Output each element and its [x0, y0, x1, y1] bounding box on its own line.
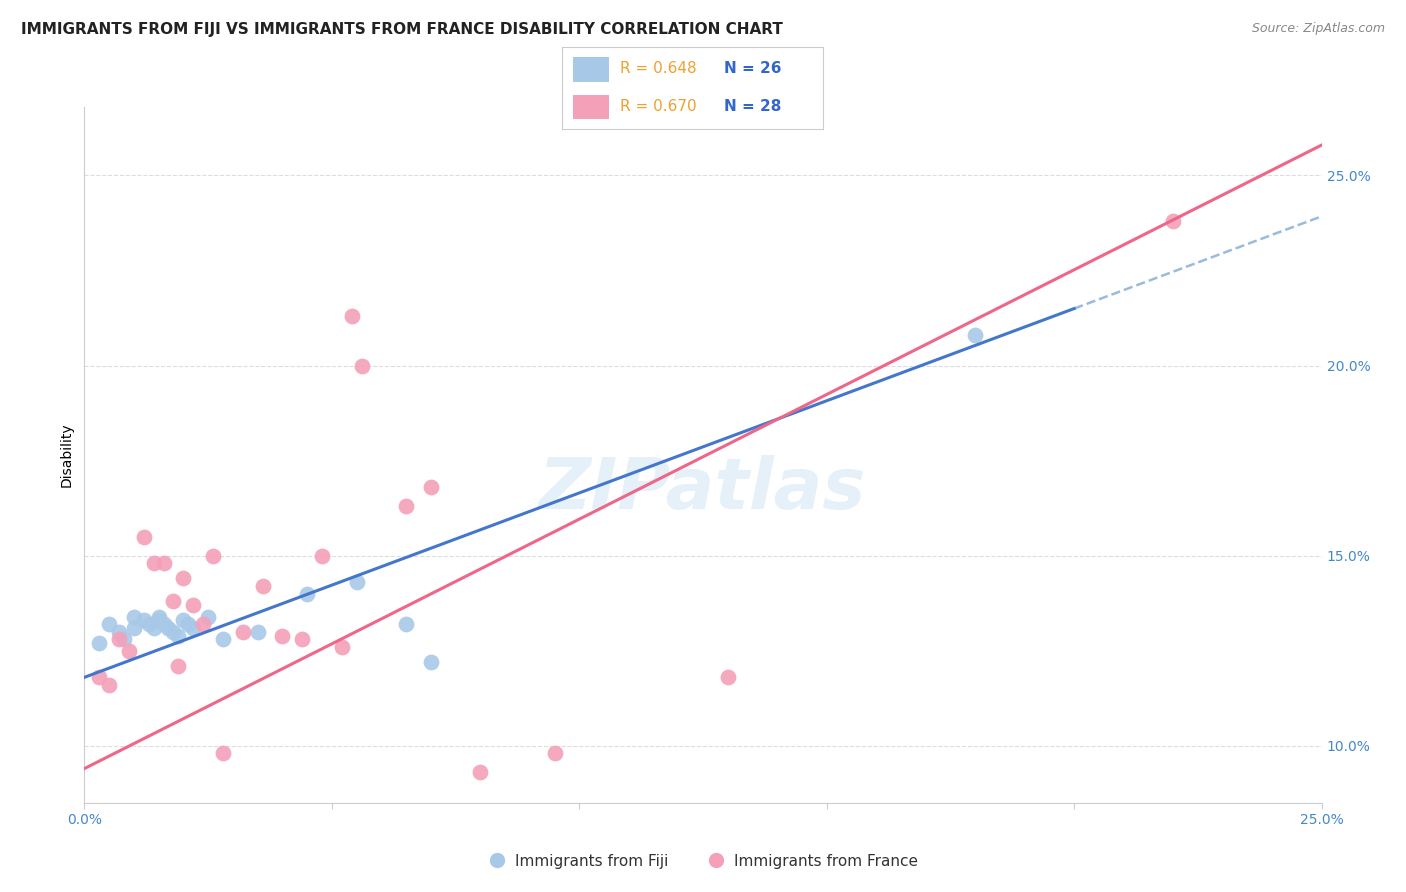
Point — [717, 670, 740, 684]
Point — [172, 572, 194, 586]
Text: R = 0.670: R = 0.670 — [620, 99, 696, 114]
Bar — [572, 57, 609, 82]
Point — [98, 678, 121, 692]
Text: N = 26: N = 26 — [724, 62, 782, 76]
Point — [271, 628, 294, 642]
Point — [202, 549, 225, 563]
Point — [350, 359, 373, 373]
Point — [148, 613, 170, 627]
Point — [212, 632, 235, 647]
Point — [167, 628, 190, 642]
Point — [177, 617, 200, 632]
Point — [112, 632, 135, 647]
Point — [122, 621, 145, 635]
Point — [291, 632, 314, 647]
Point — [295, 587, 318, 601]
Point — [132, 613, 155, 627]
Point — [108, 624, 131, 639]
Point — [138, 617, 160, 632]
Point — [142, 621, 165, 635]
Point — [395, 500, 418, 514]
Y-axis label: Disability: Disability — [59, 423, 73, 487]
Point — [118, 644, 141, 658]
Point — [167, 659, 190, 673]
Point — [395, 617, 418, 632]
Text: ZIPatlas: ZIPatlas — [540, 455, 866, 524]
Text: R = 0.648: R = 0.648 — [620, 62, 696, 76]
Point — [122, 609, 145, 624]
Text: N = 28: N = 28 — [724, 99, 782, 114]
Point — [89, 670, 111, 684]
Point — [311, 549, 333, 563]
Point — [543, 747, 565, 761]
Point — [212, 747, 235, 761]
Point — [142, 556, 165, 570]
Bar — [572, 95, 609, 120]
Point — [89, 636, 111, 650]
Text: Source: ZipAtlas.com: Source: ZipAtlas.com — [1251, 22, 1385, 36]
Point — [197, 609, 219, 624]
Point — [252, 579, 274, 593]
Point — [108, 632, 131, 647]
Point — [419, 480, 441, 494]
Point — [148, 609, 170, 624]
Point — [330, 640, 353, 654]
Point — [181, 621, 204, 635]
Legend: Immigrants from Fiji, Immigrants from France: Immigrants from Fiji, Immigrants from Fr… — [482, 847, 924, 875]
Point — [162, 594, 184, 608]
Point — [191, 617, 214, 632]
Point — [152, 617, 174, 632]
Point — [172, 613, 194, 627]
Point — [232, 624, 254, 639]
Point — [965, 328, 987, 343]
Point — [419, 655, 441, 669]
Point — [152, 556, 174, 570]
Point — [340, 309, 363, 323]
Point — [162, 624, 184, 639]
Point — [470, 765, 492, 780]
Text: IMMIGRANTS FROM FIJI VS IMMIGRANTS FROM FRANCE DISABILITY CORRELATION CHART: IMMIGRANTS FROM FIJI VS IMMIGRANTS FROM … — [21, 22, 783, 37]
Point — [132, 530, 155, 544]
Point — [181, 598, 204, 612]
Point — [1161, 214, 1184, 228]
Point — [157, 621, 180, 635]
Point — [346, 575, 368, 590]
Point — [98, 617, 121, 632]
Point — [246, 624, 269, 639]
